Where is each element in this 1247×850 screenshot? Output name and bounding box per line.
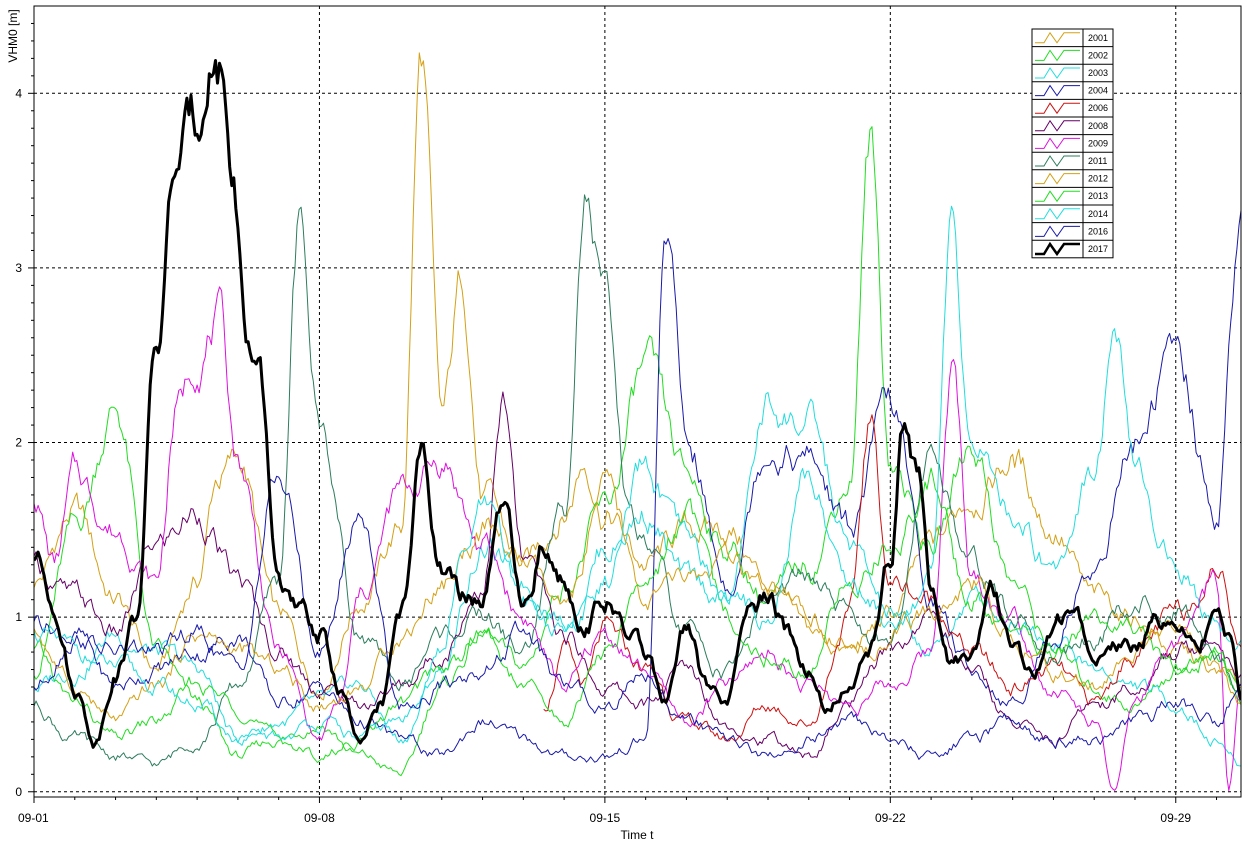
series-line-2003 <box>34 392 1241 767</box>
legend-swatch-2016 <box>1035 225 1080 238</box>
legend-swatch-2011 <box>1035 155 1080 167</box>
x-tick-label: 09-22 <box>875 811 906 825</box>
series-line-2013 <box>34 467 1241 763</box>
legend-label-2016: 2016 <box>1088 226 1108 236</box>
series-line-2014 <box>34 205 1241 743</box>
legend-swatch-2001 <box>1035 31 1080 44</box>
y-tick-label: 3 <box>15 261 22 275</box>
legend-swatch-2006 <box>1035 102 1080 115</box>
legend-box <box>1031 28 1114 259</box>
series-line-2004 <box>34 210 1241 763</box>
plot-frame <box>33 5 1242 798</box>
legend-swatch-2017 <box>1035 241 1080 257</box>
y-tick-label: 1 <box>15 610 22 624</box>
y-axis-title: VHM0 [m] <box>6 9 20 62</box>
legend-label-2001: 2001 <box>1088 33 1108 43</box>
x-tick-label: 09-08 <box>304 811 335 825</box>
legend: 2001 2002 2003 2004 2006 2008 2009 2011 2012 2013… <box>1031 28 1114 259</box>
legend-swatch-2012 <box>1035 172 1080 185</box>
axes-layer: 09-01 09-08 09-15 09-22 09-29 0 1 2 3 4 <box>15 5 1242 825</box>
legend-label-2008: 2008 <box>1088 121 1108 131</box>
series-line-2002 <box>34 126 1241 777</box>
series-line-2016 <box>34 475 1241 760</box>
legend-swatch-2002 <box>1035 49 1080 62</box>
legend-label-2014: 2014 <box>1088 209 1108 219</box>
legend-label-2002: 2002 <box>1088 50 1108 60</box>
legend-swatch-2013 <box>1035 190 1080 203</box>
x-tick-label: 09-01 <box>18 811 49 825</box>
y-tick-label: 2 <box>15 436 22 450</box>
y-tick-label: 4 <box>15 86 22 100</box>
series-layer <box>34 52 1241 791</box>
x-tick-label: 09-29 <box>1160 811 1191 825</box>
legend-swatch-2009 <box>1035 137 1080 150</box>
legend-label-2011: 2011 <box>1088 156 1107 166</box>
legend-swatch-2003 <box>1035 67 1080 79</box>
series-line-2006 <box>543 414 1241 742</box>
legend-label-2013: 2013 <box>1088 191 1108 201</box>
x-tick-label: 09-15 <box>590 811 621 825</box>
legend-swatch-2014 <box>1035 207 1080 220</box>
series-line-2017 <box>34 59 1241 749</box>
legend-swatch-2004 <box>1035 84 1080 97</box>
legend-label-2017: 2017 <box>1088 244 1108 254</box>
legend-label-2004: 2004 <box>1088 86 1108 96</box>
legend-swatch-2008 <box>1035 119 1080 132</box>
series-line-2009 <box>34 286 1241 791</box>
legend-label-2003: 2003 <box>1088 68 1108 78</box>
series-line-2012 <box>34 469 1241 722</box>
legend-label-2012: 2012 <box>1088 174 1108 184</box>
legend-label-2009: 2009 <box>1088 138 1108 148</box>
legend-label-2006: 2006 <box>1088 103 1108 113</box>
y-tick-label: 0 <box>15 785 22 799</box>
x-axis-title: Time t <box>621 828 655 842</box>
series-line-2008 <box>34 391 1241 758</box>
